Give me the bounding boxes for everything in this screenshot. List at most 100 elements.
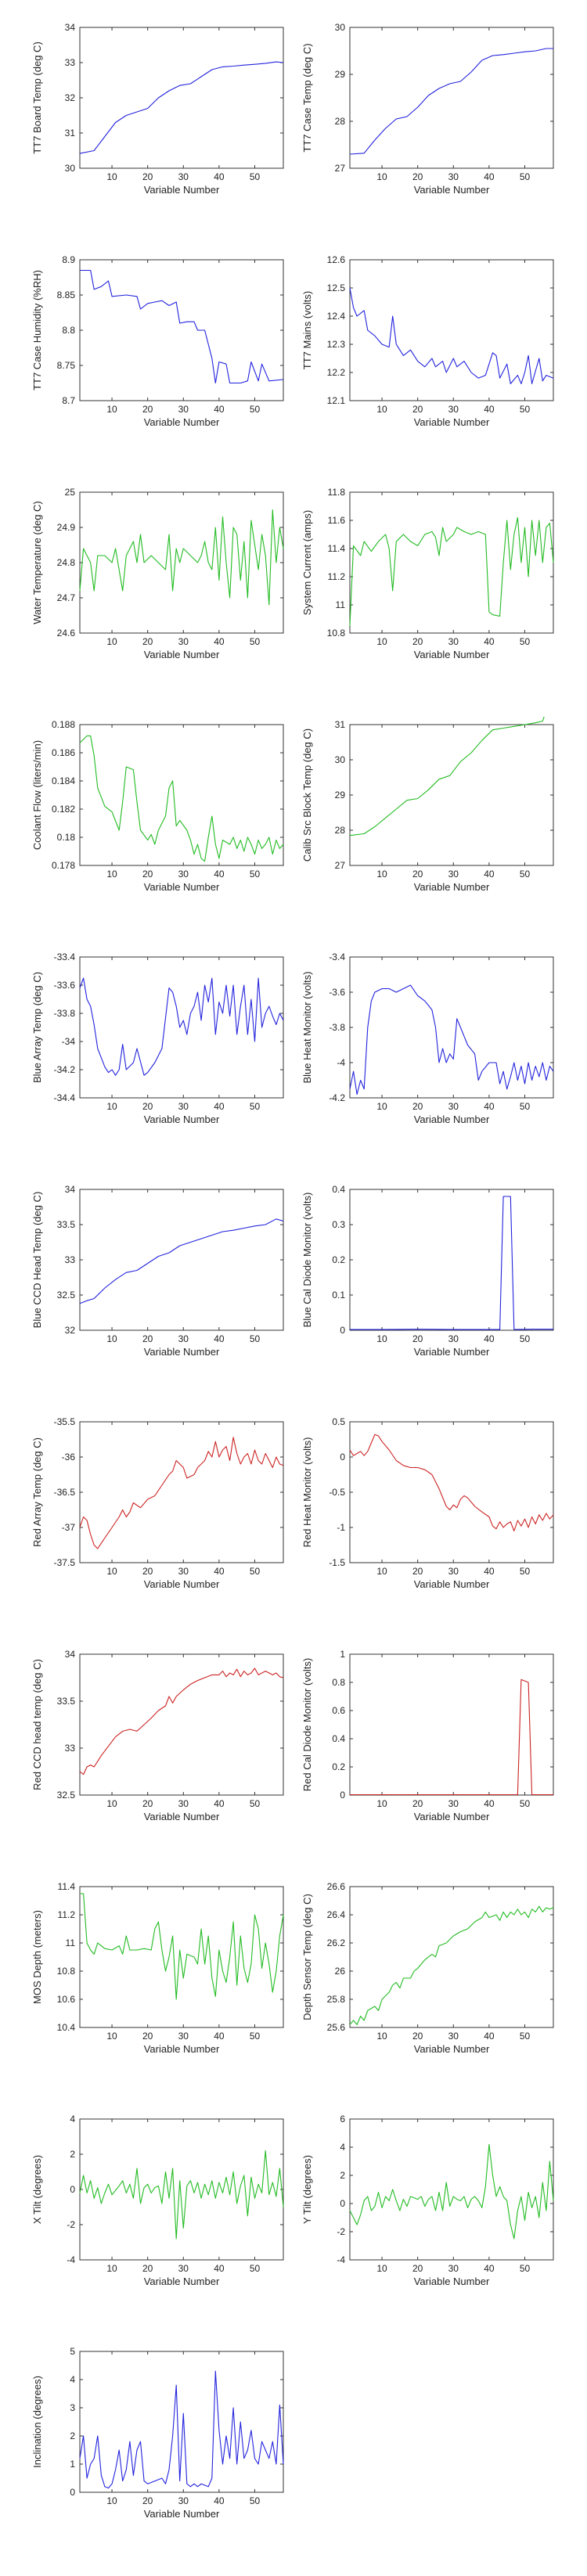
x-tick-label: 20 <box>142 404 153 415</box>
x-tick-label: 30 <box>448 1333 459 1344</box>
y-tick-label: 24.6 <box>57 628 76 639</box>
y-axis-label: X Tilt (degrees) <box>31 2155 43 2224</box>
chart-7: 10 20 30 40 50 0.178 0.18 0.182 0.184 0.186 0.188 V… <box>31 719 284 893</box>
x-tick-label: 50 <box>520 1101 531 1112</box>
y-tick-label: 11.4 <box>58 1881 76 1892</box>
x-tick-label: 10 <box>376 1566 387 1577</box>
x-tick-label: 30 <box>448 869 459 880</box>
y-tick-label: -4 <box>337 2254 345 2265</box>
y-tick-label: -3.8 <box>329 1022 345 1033</box>
x-tick-label: 50 <box>250 171 261 182</box>
y-tick-label: 24.9 <box>57 522 76 533</box>
x-tick-label: 10 <box>106 869 117 880</box>
x-axis-label: Variable Number <box>414 1114 490 1125</box>
series-line <box>349 516 554 627</box>
chart-5: 10 20 30 40 50 24.6 24.7 24.8 24.9 25 Variable Num… <box>31 487 284 660</box>
x-tick-label: 50 <box>520 636 531 647</box>
y-tick-label: 10.4 <box>57 2022 76 2033</box>
x-tick-label: 30 <box>448 2031 459 2042</box>
y-tick-label: 2 <box>70 2430 75 2441</box>
x-tick-label: 50 <box>520 404 531 415</box>
plot-frame <box>79 724 284 866</box>
y-tick-label: 0.18 <box>57 832 76 843</box>
y-tick-label: 10.8 <box>327 628 346 639</box>
plot-frame <box>349 724 554 866</box>
y-tick-label: 0.2 <box>332 1254 345 1265</box>
y-tick-label: 11.6 <box>328 515 346 526</box>
x-tick-label: 30 <box>178 2263 189 2274</box>
x-tick-label: 50 <box>250 1333 261 1344</box>
x-axis-label: Variable Number <box>144 649 220 660</box>
y-tick-label: 4 <box>70 2114 75 2124</box>
y-tick-label: 33.5 <box>57 1696 76 1707</box>
series-line <box>79 735 284 862</box>
y-tick-label: 0 <box>340 1325 345 1336</box>
x-tick-label: 20 <box>412 2031 423 2042</box>
x-tick-label: 30 <box>178 636 189 647</box>
y-tick-label: -2 <box>67 2219 75 2230</box>
series-line <box>80 1893 284 2000</box>
series-line <box>349 48 553 155</box>
x-axis-label: Variable Number <box>144 1114 220 1125</box>
series-line <box>79 509 284 606</box>
x-tick-label: 40 <box>484 1101 495 1112</box>
x-tick-label: 30 <box>178 404 189 415</box>
x-tick-label: 50 <box>250 869 261 880</box>
x-axis-label: Variable Number <box>414 649 490 660</box>
x-tick-label: 30 <box>178 1101 189 1112</box>
x-tick-label: 50 <box>520 2031 531 2042</box>
x-axis-label: Variable Number <box>414 1811 490 1822</box>
x-tick-label: 40 <box>484 2031 495 2042</box>
y-tick-label: 8.85 <box>57 290 76 300</box>
x-tick-label: 20 <box>142 2495 153 2506</box>
y-tick-label: 24.8 <box>57 557 76 568</box>
y-tick-label: 0 <box>340 1790 345 1801</box>
chart-15: 10 20 30 40 50 32.5 33 33.5 34 Variable Number Red… <box>31 1649 284 1822</box>
plot-frame <box>349 1886 554 2028</box>
y-tick-label: 33 <box>65 1743 76 1754</box>
chart-16: 10 20 30 40 50 0 0.2 0.4 0.6 0.8 1 Variable Number R… <box>301 1649 554 1822</box>
x-tick-label: 10 <box>376 636 387 647</box>
x-tick-label: 40 <box>484 1798 495 1809</box>
x-tick-label: 20 <box>412 1566 423 1577</box>
x-axis-label: Variable Number <box>144 2043 220 2055</box>
y-tick-label: 33 <box>65 1254 76 1265</box>
x-tick-label: 50 <box>520 2263 531 2274</box>
x-tick-label: 10 <box>106 1333 117 1344</box>
chart-13: 10 20 30 40 50 -37.5 -37 -36.5 -36 -35.5 Variable … <box>31 1416 284 1590</box>
plot-frame <box>79 27 284 169</box>
y-tick-label: -2 <box>337 2226 345 2237</box>
y-axis-label: TT7 Mains (volts) <box>301 291 313 369</box>
y-tick-label: -0.5 <box>329 1487 345 1498</box>
x-axis-label: Variable Number <box>144 2276 220 2287</box>
plot-frame <box>79 1886 284 2028</box>
chart-4: 10 20 30 40 50 12.1 12.2 12.3 12.4 12.5 12.6 Variab… <box>301 254 554 428</box>
y-tick-label: -3.6 <box>329 987 345 998</box>
y-tick-label: 11.8 <box>328 487 346 498</box>
chart-20: 10 20 30 40 50 -4 -2 0 2 4 6 Variable Number Y Tilt … <box>301 2114 554 2287</box>
series-line <box>79 977 284 1076</box>
y-tick-label: 33 <box>65 57 76 68</box>
y-tick-label: 32 <box>65 1325 76 1336</box>
x-tick-label: 50 <box>520 171 531 182</box>
plot-frame <box>349 1653 554 1796</box>
y-axis-label: Y Tilt (degrees) <box>301 2155 313 2224</box>
y-tick-label: 0.4 <box>332 1733 345 1744</box>
y-tick-label: 0.1 <box>332 1290 345 1301</box>
x-tick-label: 50 <box>250 2263 261 2274</box>
y-tick-label: -33.8 <box>54 1008 76 1019</box>
y-tick-label: 2 <box>70 2149 75 2160</box>
x-tick-label: 10 <box>106 2495 117 2506</box>
x-tick-label: 50 <box>250 2031 261 2042</box>
y-tick-label: 11.2 <box>328 571 346 582</box>
y-tick-label: 33.5 <box>57 1219 76 1230</box>
series-line <box>79 1218 284 1304</box>
series-line <box>350 1678 553 1796</box>
y-tick-label: 26.4 <box>327 1909 346 1920</box>
y-tick-label: 11 <box>66 1937 76 1948</box>
plot-frame <box>79 259 284 401</box>
y-tick-label: -33.4 <box>54 952 76 962</box>
x-tick-label: 20 <box>142 1101 153 1112</box>
x-tick-label: 50 <box>250 1798 261 1809</box>
x-tick-label: 10 <box>376 171 387 182</box>
